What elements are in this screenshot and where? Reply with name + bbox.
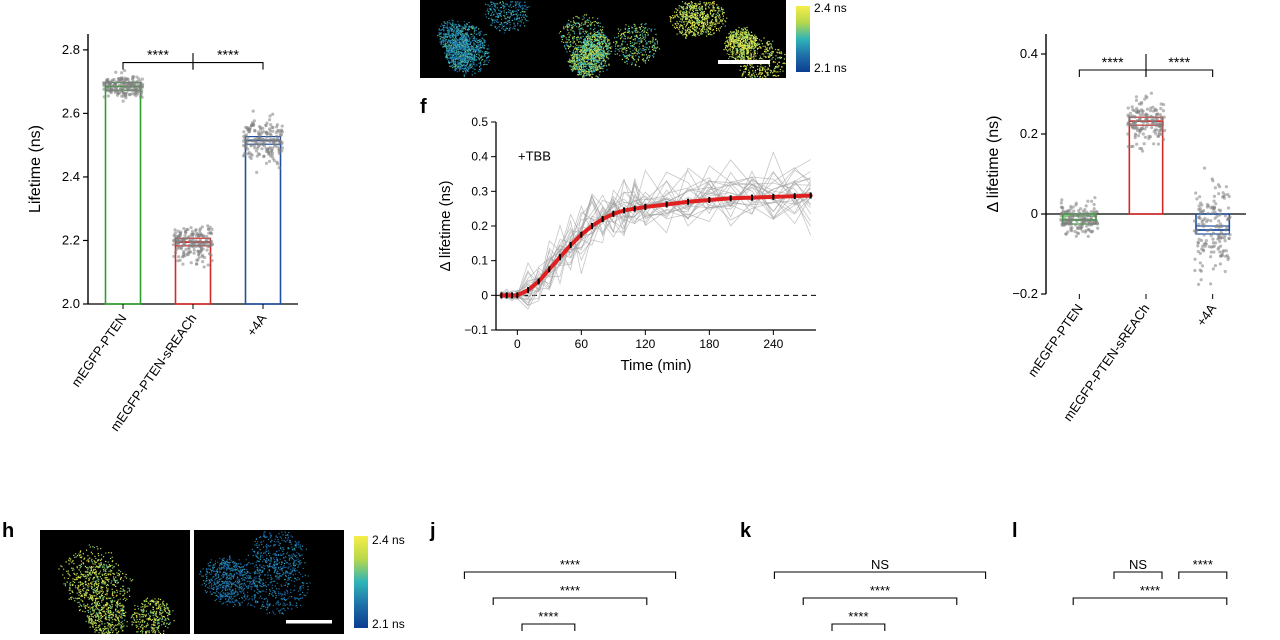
panel-l-sig: ****NS**** bbox=[1020, 522, 1280, 632]
panel-e-image: 20 μm2.4 ns2.1 ns bbox=[420, 0, 850, 84]
svg-text:mEGFP-PTEN: mEGFP-PTEN bbox=[68, 311, 129, 389]
figure-wrap: { "panel_labels": { "f": "f", "h": "h", … bbox=[0, 0, 1280, 640]
svg-text:****: **** bbox=[217, 47, 239, 63]
svg-text:2.8: 2.8 bbox=[62, 42, 80, 57]
svg-text:****: **** bbox=[147, 47, 169, 63]
svg-text:2.4: 2.4 bbox=[62, 169, 80, 184]
panel-f-chart: −0.100.10.20.30.40.5060120180240Δ lifeti… bbox=[426, 110, 846, 390]
panel-j-sig: ************ bbox=[440, 522, 700, 632]
svg-text:2.2: 2.2 bbox=[62, 232, 80, 247]
panel-label-j: j bbox=[430, 520, 436, 543]
svg-text:Lifetime (ns): Lifetime (ns) bbox=[27, 125, 44, 213]
svg-text:2.0: 2.0 bbox=[62, 296, 80, 311]
panel-k-sig: ********NS bbox=[750, 522, 1010, 632]
panel-h-image: 20 μm2.4 ns2.1 ns bbox=[40, 530, 440, 640]
panel-label-l: l bbox=[1012, 520, 1018, 543]
panel-d-chart: 2.02.22.42.62.8Lifetime (ns)mEGFP-PTENmE… bbox=[10, 0, 330, 464]
panel-g-chart: −0.200.20.4Δ lifetime (ns)mEGFP-PTENmEGF… bbox=[970, 0, 1270, 464]
svg-text:2.6: 2.6 bbox=[62, 105, 80, 120]
svg-text:+4A: +4A bbox=[244, 311, 270, 339]
panel-label-h: h bbox=[2, 520, 14, 543]
